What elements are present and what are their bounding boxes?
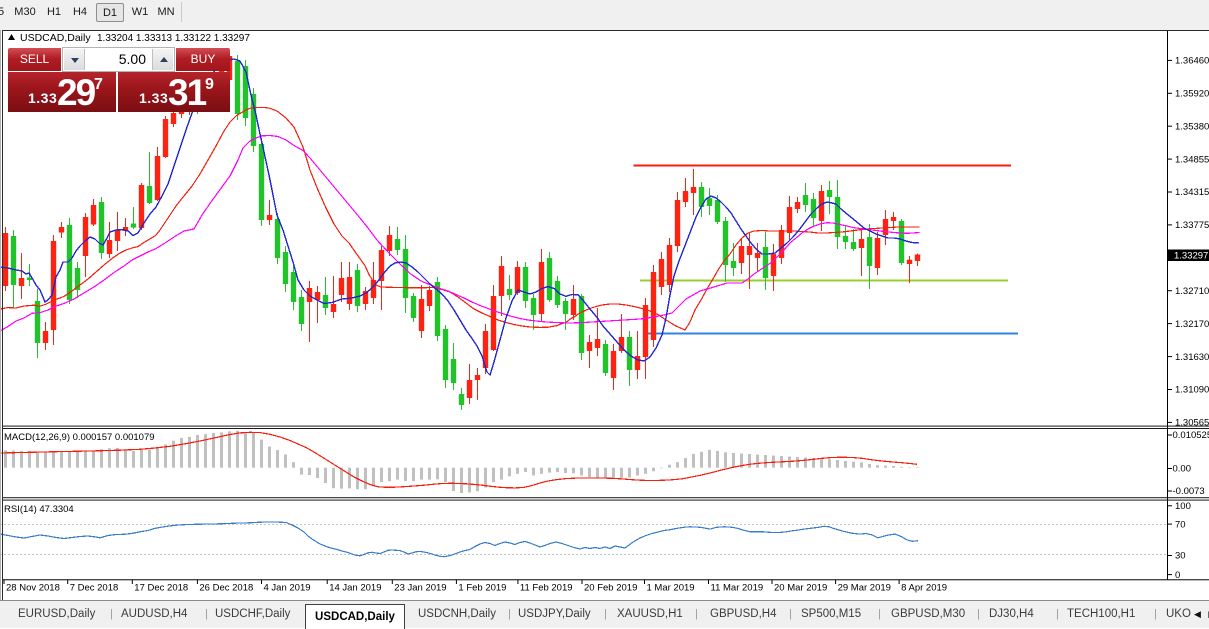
svg-text:29 Mar 2019: 29 Mar 2019 [838, 583, 891, 594]
svg-text:20 Feb 2019: 20 Feb 2019 [584, 583, 637, 594]
svg-text:1.32170: 1.32170 [1175, 319, 1209, 330]
svg-text:0.00: 0.00 [1173, 464, 1192, 475]
svg-text:0.010525: 0.010525 [1173, 430, 1209, 441]
svg-text:RSI(14) 47.3304: RSI(14) 47.3304 [4, 504, 74, 515]
svg-text:20 Mar 2019: 20 Mar 2019 [774, 583, 827, 594]
svg-text:1.33204 1.33313 1.33122 1.3329: 1.33204 1.33313 1.33122 1.33297 [97, 33, 250, 44]
svg-text:7 Dec 2018: 7 Dec 2018 [70, 583, 119, 594]
svg-text:MACD(12,26,9) 0.000157 0.00107: MACD(12,26,9) 0.000157 0.001079 [4, 432, 155, 443]
svg-text:8 Apr 2019: 8 Apr 2019 [901, 583, 947, 594]
svg-text:1.30565: 1.30565 [1175, 418, 1209, 429]
svg-text:1 Mar 2019: 1 Mar 2019 [647, 583, 695, 594]
svg-text:0: 0 [1175, 570, 1180, 581]
svg-text:17 Dec 2018: 17 Dec 2018 [134, 583, 188, 594]
svg-text:-0.0073: -0.0073 [1173, 486, 1205, 497]
svg-text:1.34315: 1.34315 [1175, 187, 1209, 198]
svg-text:70: 70 [1175, 519, 1186, 530]
svg-text:1.35920: 1.35920 [1175, 89, 1209, 100]
svg-text:1.36460: 1.36460 [1175, 56, 1209, 67]
svg-text:1.35380: 1.35380 [1175, 121, 1209, 132]
svg-text:1.32710: 1.32710 [1175, 286, 1209, 297]
svg-text:28 Nov 2018: 28 Nov 2018 [6, 583, 60, 594]
svg-text:100: 100 [1175, 501, 1191, 512]
svg-text:USDCAD,Daily: USDCAD,Daily [20, 32, 91, 44]
svg-text:26 Dec 2018: 26 Dec 2018 [199, 583, 253, 594]
svg-text:30: 30 [1175, 551, 1186, 562]
svg-text:1.34855: 1.34855 [1175, 154, 1209, 165]
svg-text:14 Jan 2019: 14 Jan 2019 [329, 583, 381, 594]
svg-text:11 Mar 2019: 11 Mar 2019 [711, 583, 764, 594]
svg-text:23 Jan 2019: 23 Jan 2019 [394, 583, 446, 594]
svg-text:1.33775: 1.33775 [1175, 220, 1209, 231]
svg-text:11 Feb 2019: 11 Feb 2019 [520, 583, 573, 594]
svg-text:1 Feb 2019: 1 Feb 2019 [458, 583, 506, 594]
svg-text:4 Jan 2019: 4 Jan 2019 [264, 583, 311, 594]
svg-text:1.33297: 1.33297 [1174, 251, 1208, 262]
svg-text:1.31630: 1.31630 [1175, 352, 1209, 363]
svg-text:1.31090: 1.31090 [1175, 385, 1209, 396]
